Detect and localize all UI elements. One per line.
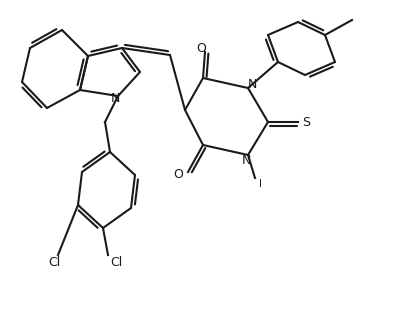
Text: N: N <box>110 91 119 105</box>
Text: S: S <box>302 115 310 129</box>
Text: O: O <box>196 42 206 54</box>
Text: Cl: Cl <box>48 256 60 269</box>
Text: N: N <box>241 155 251 167</box>
Text: O: O <box>173 167 183 181</box>
Text: I: I <box>258 179 262 189</box>
Text: Cl: Cl <box>110 256 122 269</box>
Text: N: N <box>247 78 257 90</box>
